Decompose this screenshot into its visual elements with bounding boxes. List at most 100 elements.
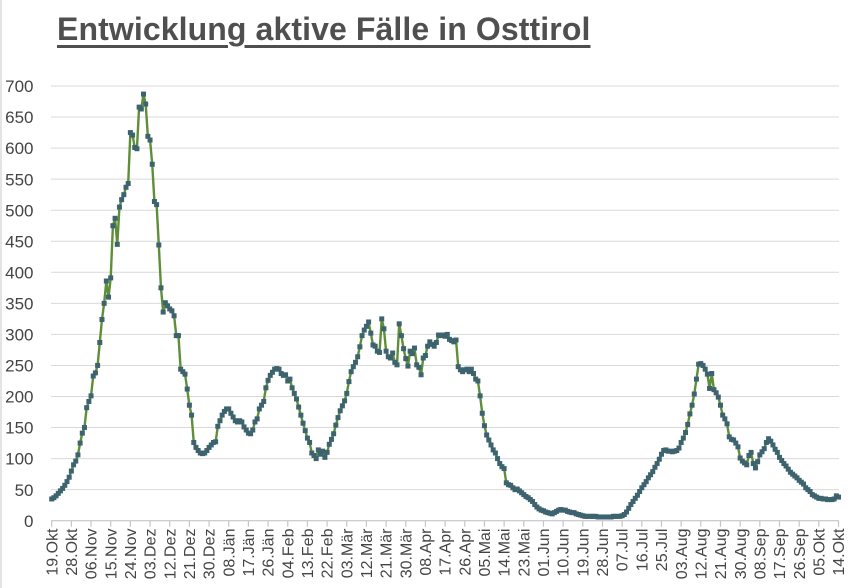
y-axis-label: 600	[5, 139, 33, 158]
data-marker	[779, 457, 785, 463]
data-marker	[154, 202, 160, 208]
y-axis-label: 500	[5, 201, 33, 220]
data-marker	[777, 454, 782, 460]
x-axis-label: 12.Mär	[359, 528, 376, 578]
data-marker	[379, 316, 385, 322]
x-axis-label: 06.Nov	[84, 529, 101, 580]
data-marker	[492, 450, 498, 456]
data-marker	[263, 385, 269, 391]
data-marker	[363, 323, 369, 329]
data-marker	[637, 489, 643, 495]
x-axis-label: 25.Jul	[654, 529, 671, 572]
data-marker	[685, 421, 691, 427]
data-marker	[676, 445, 682, 451]
data-marker	[785, 466, 791, 472]
data-marker	[836, 494, 842, 500]
data-marker	[683, 430, 689, 436]
data-marker	[191, 439, 197, 445]
data-marker	[412, 345, 418, 351]
data-marker	[267, 372, 273, 378]
data-marker	[66, 474, 72, 480]
data-marker	[138, 106, 144, 112]
data-marker	[733, 440, 739, 446]
y-axis-label: 50	[15, 481, 34, 500]
data-marker	[335, 415, 341, 421]
x-axis-label: 19.Jun	[575, 529, 592, 577]
x-axis-label: 08.Apr	[418, 528, 435, 576]
data-marker	[477, 393, 483, 399]
x-axis-label: 15.Nov	[103, 529, 120, 580]
data-marker	[759, 449, 765, 455]
data-marker	[455, 364, 461, 370]
data-marker	[283, 372, 289, 378]
x-axis-label: 13.Feb	[300, 528, 317, 578]
data-marker	[350, 364, 356, 370]
data-marker	[630, 498, 636, 504]
x-axis-label: 04.Feb	[280, 528, 297, 578]
data-marker	[311, 453, 317, 458]
data-marker	[337, 408, 343, 414]
data-marker	[344, 390, 350, 396]
data-marker	[265, 377, 271, 383]
data-marker	[215, 423, 221, 429]
data-marker	[339, 403, 345, 409]
x-axis-label: 14.Mai	[497, 529, 514, 577]
x-axis-label: 28.Jun	[595, 529, 612, 577]
data-marker	[468, 366, 474, 372]
data-marker	[73, 458, 79, 464]
data-marker	[750, 461, 756, 467]
data-marker	[357, 344, 363, 350]
x-axis-label: 03.Dez	[143, 529, 160, 580]
data-marker	[204, 448, 210, 454]
data-marker	[488, 442, 494, 448]
data-marker	[217, 418, 223, 424]
data-marker	[84, 405, 90, 411]
data-marker	[141, 91, 146, 97]
data-marker	[366, 319, 372, 325]
data-marker	[431, 343, 437, 349]
x-axis-label: 17.Jän	[241, 529, 258, 577]
data-marker	[724, 421, 730, 427]
data-marker	[307, 439, 313, 445]
data-marker	[86, 398, 92, 404]
data-marker	[490, 447, 496, 453]
data-marker	[444, 331, 450, 337]
data-marker	[75, 452, 81, 458]
data-marker	[184, 386, 190, 392]
data-marker	[475, 378, 481, 384]
data-marker	[748, 449, 754, 455]
x-axis-label: 26.Jän	[261, 529, 278, 577]
x-axis-label: 08.Jän	[221, 529, 238, 577]
x-axis-label: 21.Mär	[379, 528, 396, 578]
data-marker	[359, 333, 365, 339]
data-marker	[772, 446, 778, 452]
data-marker	[110, 223, 116, 229]
data-marker	[322, 454, 328, 460]
y-axis-label: 350	[5, 294, 33, 313]
data-marker	[394, 362, 400, 368]
data-marker	[484, 432, 490, 438]
data-marker	[755, 459, 761, 465]
data-marker	[700, 362, 706, 368]
data-marker	[377, 349, 383, 355]
data-marker	[119, 197, 125, 203]
data-marker	[318, 451, 324, 457]
data-marker	[315, 447, 321, 453]
x-axis-label: 21.Dez	[182, 529, 199, 580]
data-marker	[125, 181, 131, 186]
data-marker	[403, 356, 409, 362]
data-marker	[256, 406, 262, 412]
data-marker	[241, 424, 247, 430]
data-marker	[145, 133, 151, 139]
data-marker	[746, 453, 752, 458]
data-marker	[97, 339, 103, 345]
data-marker	[401, 346, 407, 352]
data-marker	[416, 364, 422, 370]
y-axis-label: 650	[5, 108, 33, 127]
data-marker	[333, 422, 339, 428]
data-marker	[213, 439, 219, 445]
x-axis-label: 12.Dez	[162, 529, 179, 580]
data-marker	[722, 416, 728, 422]
